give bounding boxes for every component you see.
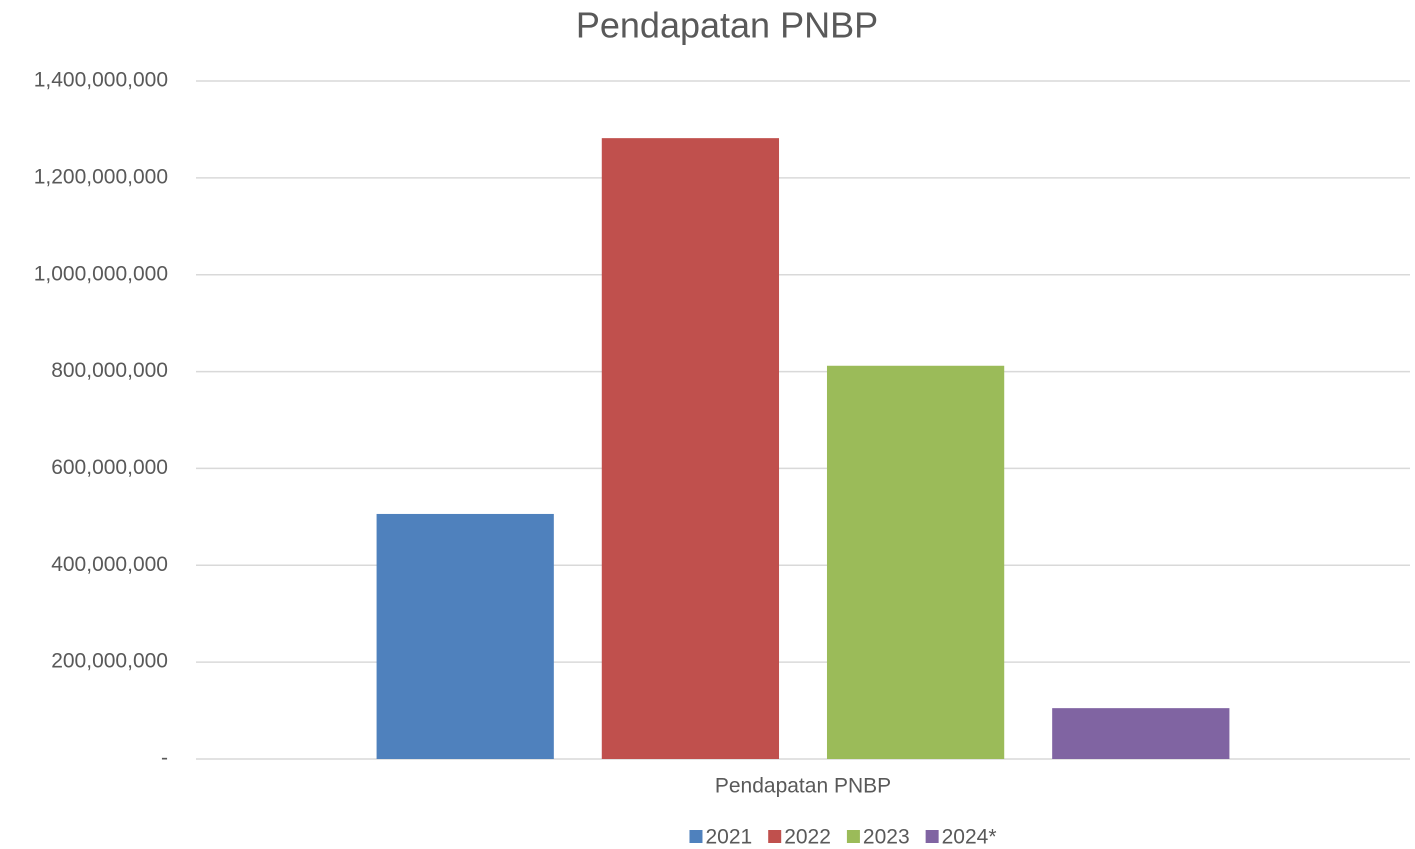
bar [601, 138, 780, 759]
y-tick-label: 1,400,000,000 [34, 69, 168, 92]
legend-swatch [768, 830, 782, 843]
legend-label: 2022 [784, 826, 831, 849]
y-tick-label: 800,000,000 [51, 359, 168, 382]
legend-label: 2021 [705, 826, 752, 849]
y-tick-label: 400,000,000 [51, 553, 168, 576]
legend-swatch [846, 830, 860, 843]
legend-swatch [925, 830, 939, 843]
x-tick-label: Pendapatan PNBP [715, 775, 891, 798]
y-tick-label: 200,000,000 [51, 650, 168, 673]
bar [1052, 708, 1230, 759]
y-tick-label: 1,000,000,000 [34, 262, 168, 285]
y-tick-label: 1,200,000,000 [34, 165, 168, 188]
bar [376, 513, 554, 759]
y-tick-label: - [161, 747, 168, 770]
y-tick-label: 600,000,000 [51, 456, 168, 479]
legend-label: 2024* [942, 826, 997, 849]
legend-swatch [689, 830, 703, 843]
legend-label: 2023 [863, 826, 910, 849]
chart-title: Pendapatan PNBP [576, 5, 878, 46]
bar [826, 365, 1005, 759]
